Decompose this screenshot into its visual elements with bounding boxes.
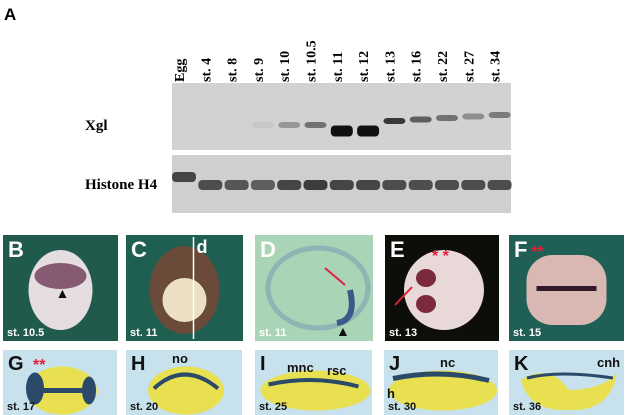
panel-letter: F xyxy=(514,237,527,262)
panel-letter: K xyxy=(514,353,529,375)
panel-background xyxy=(255,235,373,341)
structure-label: h xyxy=(387,386,395,401)
structure-label: mnc xyxy=(287,360,314,375)
panel-letter: B xyxy=(8,237,24,262)
xgl-band xyxy=(436,115,458,121)
panel-letter: C xyxy=(131,237,147,262)
lane-label: st. 8 xyxy=(226,58,241,82)
histone-h4-band xyxy=(408,180,433,190)
stage-label: st. 30 xyxy=(388,401,416,413)
histone-h4-band xyxy=(303,180,328,190)
panel-j: Jst. 30 nc h xyxy=(384,350,498,415)
xgl-band xyxy=(409,116,432,123)
xgl-blot xyxy=(172,83,511,150)
arrow-icon xyxy=(324,267,346,286)
stage-label: st. 25 xyxy=(259,401,287,413)
lane-label: st. 11 xyxy=(331,52,346,82)
lane-label: st. 4 xyxy=(199,58,214,82)
panel-letter: H xyxy=(131,353,145,375)
panel-e: Est. 13 * * xyxy=(385,235,499,341)
histone-h4-band xyxy=(329,180,354,190)
xgl-band xyxy=(357,125,380,137)
histone-h4-band xyxy=(224,180,249,190)
lane-labels: Egg st. 4 st. 8 st. 9 st. 10 st. 10.5 st. 11 st… xyxy=(173,40,504,82)
panel-letter: G xyxy=(8,353,24,375)
lane-label: st. 10.5 xyxy=(305,40,320,82)
lane-label: st. 27 xyxy=(462,51,477,82)
histone-h4-band xyxy=(277,180,302,190)
stage-label: st. 36 xyxy=(513,401,541,413)
stage-label: st. 11 xyxy=(259,327,287,339)
histone-h4-band xyxy=(356,180,381,190)
lane-label: st. 13 xyxy=(383,51,398,82)
arrowhead-icon: ▲ xyxy=(336,323,350,339)
xgl-band xyxy=(251,122,274,128)
xgl-band xyxy=(278,122,301,128)
panel-h: Hst. 20 no xyxy=(126,350,242,415)
arrow-icon xyxy=(394,286,413,306)
histone-h4-band xyxy=(382,180,407,190)
stage-label: st. 10.5 xyxy=(7,327,44,339)
bands xyxy=(172,112,512,190)
lane-label: st. 10 xyxy=(278,51,293,82)
asterisk-marker: * * xyxy=(432,248,450,265)
stage-label: st. 11 xyxy=(130,327,158,339)
stage-label: st. 13 xyxy=(389,327,417,339)
xgl-band xyxy=(383,118,406,124)
histone-h4-band xyxy=(435,180,459,190)
xgl-band xyxy=(462,113,485,120)
asterisk-marker: ** xyxy=(33,357,46,374)
row-label-histone-h4: Histone H4 xyxy=(85,177,158,193)
panel-a-letter: A xyxy=(4,5,16,24)
histone-h4-band xyxy=(487,180,512,190)
lane-label: st. 16 xyxy=(410,51,425,82)
panel-letter: D xyxy=(260,237,276,262)
histone-h4-band xyxy=(172,172,196,182)
panel-letter: J xyxy=(389,353,400,375)
panel-letter: E xyxy=(390,237,405,262)
panel-letter: I xyxy=(260,353,266,375)
lane-label: st. 9 xyxy=(252,58,267,82)
lane-label: st. 12 xyxy=(357,51,372,82)
panel-k: Kst. 36 cnh xyxy=(509,350,624,415)
lane-label: st. 34 xyxy=(489,51,504,82)
xgl-band xyxy=(304,122,327,128)
asterisk-marker: ** xyxy=(531,244,544,261)
panel-b: ▲ Bst. 10.5 xyxy=(3,235,118,341)
structure-label: d xyxy=(197,237,208,257)
arrowhead-icon: ▲ xyxy=(56,285,70,301)
structure-label: nc xyxy=(440,355,455,370)
histone-h4-band xyxy=(461,180,486,190)
panel-d: ▲ Dst. 11 xyxy=(255,235,373,341)
panel-i: Ist. 25 mnc rsc xyxy=(255,350,372,415)
embryo-panels: ▲ Bst. 10.5 Cst. 11 d ▲ Dst. 11 Est. 13 * * Fst.… xyxy=(3,235,624,415)
structure-label: no xyxy=(172,351,188,366)
panel-g: Gst. 17 ** xyxy=(3,350,117,415)
row-label-xgl: Xgl xyxy=(85,118,108,134)
xgl-band xyxy=(330,125,353,137)
panel-f: Fst. 15 ** xyxy=(509,235,624,341)
stage-label: st. 15 xyxy=(513,327,541,339)
panel-c: Cst. 11 d xyxy=(126,235,243,341)
lane-label: Egg xyxy=(173,59,188,82)
stage-label: st. 17 xyxy=(7,401,35,413)
histone-h4-band xyxy=(250,180,275,190)
xgl-band xyxy=(488,112,511,118)
structure-label: rsc xyxy=(327,363,347,378)
histone-h4-band xyxy=(198,180,223,190)
structure-label: cnh xyxy=(597,355,620,370)
stage-label: st. 20 xyxy=(130,401,158,413)
lane-label: st. 22 xyxy=(436,51,451,82)
